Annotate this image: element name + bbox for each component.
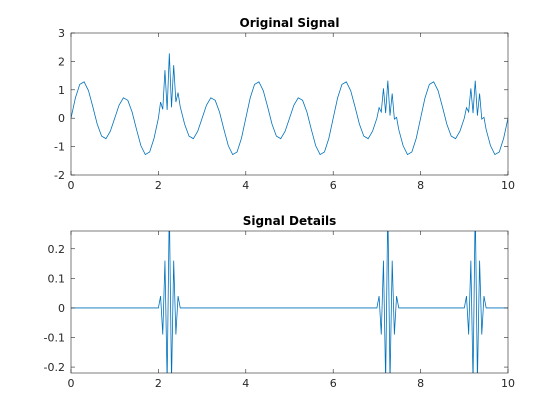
- chart-title: Original Signal: [240, 16, 340, 30]
- signal-line: [71, 53, 508, 156]
- y-tick-label: -1: [54, 141, 65, 154]
- x-tick-label: 2: [155, 179, 162, 192]
- x-tick-label: 0: [68, 377, 75, 390]
- x-tick-label: 6: [330, 377, 337, 390]
- y-tick-label: 0.1: [48, 272, 66, 285]
- x-tick-label: 10: [501, 179, 515, 192]
- axes-box: [70, 32, 509, 176]
- subplot: 0 2 4 6 8 10 -2 -1 0 1 2 3 Original Signal: [54, 16, 515, 192]
- x-tick-label: 4: [242, 377, 249, 390]
- subplot: 0 2 4 6 8 10 -0.2 -0.1 0 0.1 0.2 Signal Details: [44, 214, 515, 390]
- y-tick-label: 0.2: [48, 243, 66, 256]
- axes-box: [70, 230, 509, 374]
- y-tick-label: 0: [58, 302, 65, 315]
- x-tick-label: 10: [501, 377, 515, 390]
- y-tick-label: 2: [58, 55, 65, 68]
- y-tick-label: 1: [58, 84, 65, 97]
- axes-background: [71, 231, 508, 373]
- signal-line: [71, 231, 508, 373]
- y-tick-label: -2: [54, 169, 65, 182]
- x-tick-label: 8: [417, 179, 424, 192]
- x-tick-label: 0: [68, 179, 75, 192]
- y-tick-label: -0.2: [44, 361, 65, 374]
- x-tick-label: 8: [417, 377, 424, 390]
- x-tick-label: 6: [330, 179, 337, 192]
- chart-title: Signal Details: [243, 214, 337, 228]
- x-tick-label: 4: [242, 179, 249, 192]
- x-tick-label: 2: [155, 377, 162, 390]
- y-tick-label: 3: [58, 27, 65, 40]
- axes-background: [71, 33, 508, 175]
- y-tick-label: -0.1: [44, 332, 65, 345]
- y-tick-label: 0: [58, 112, 65, 125]
